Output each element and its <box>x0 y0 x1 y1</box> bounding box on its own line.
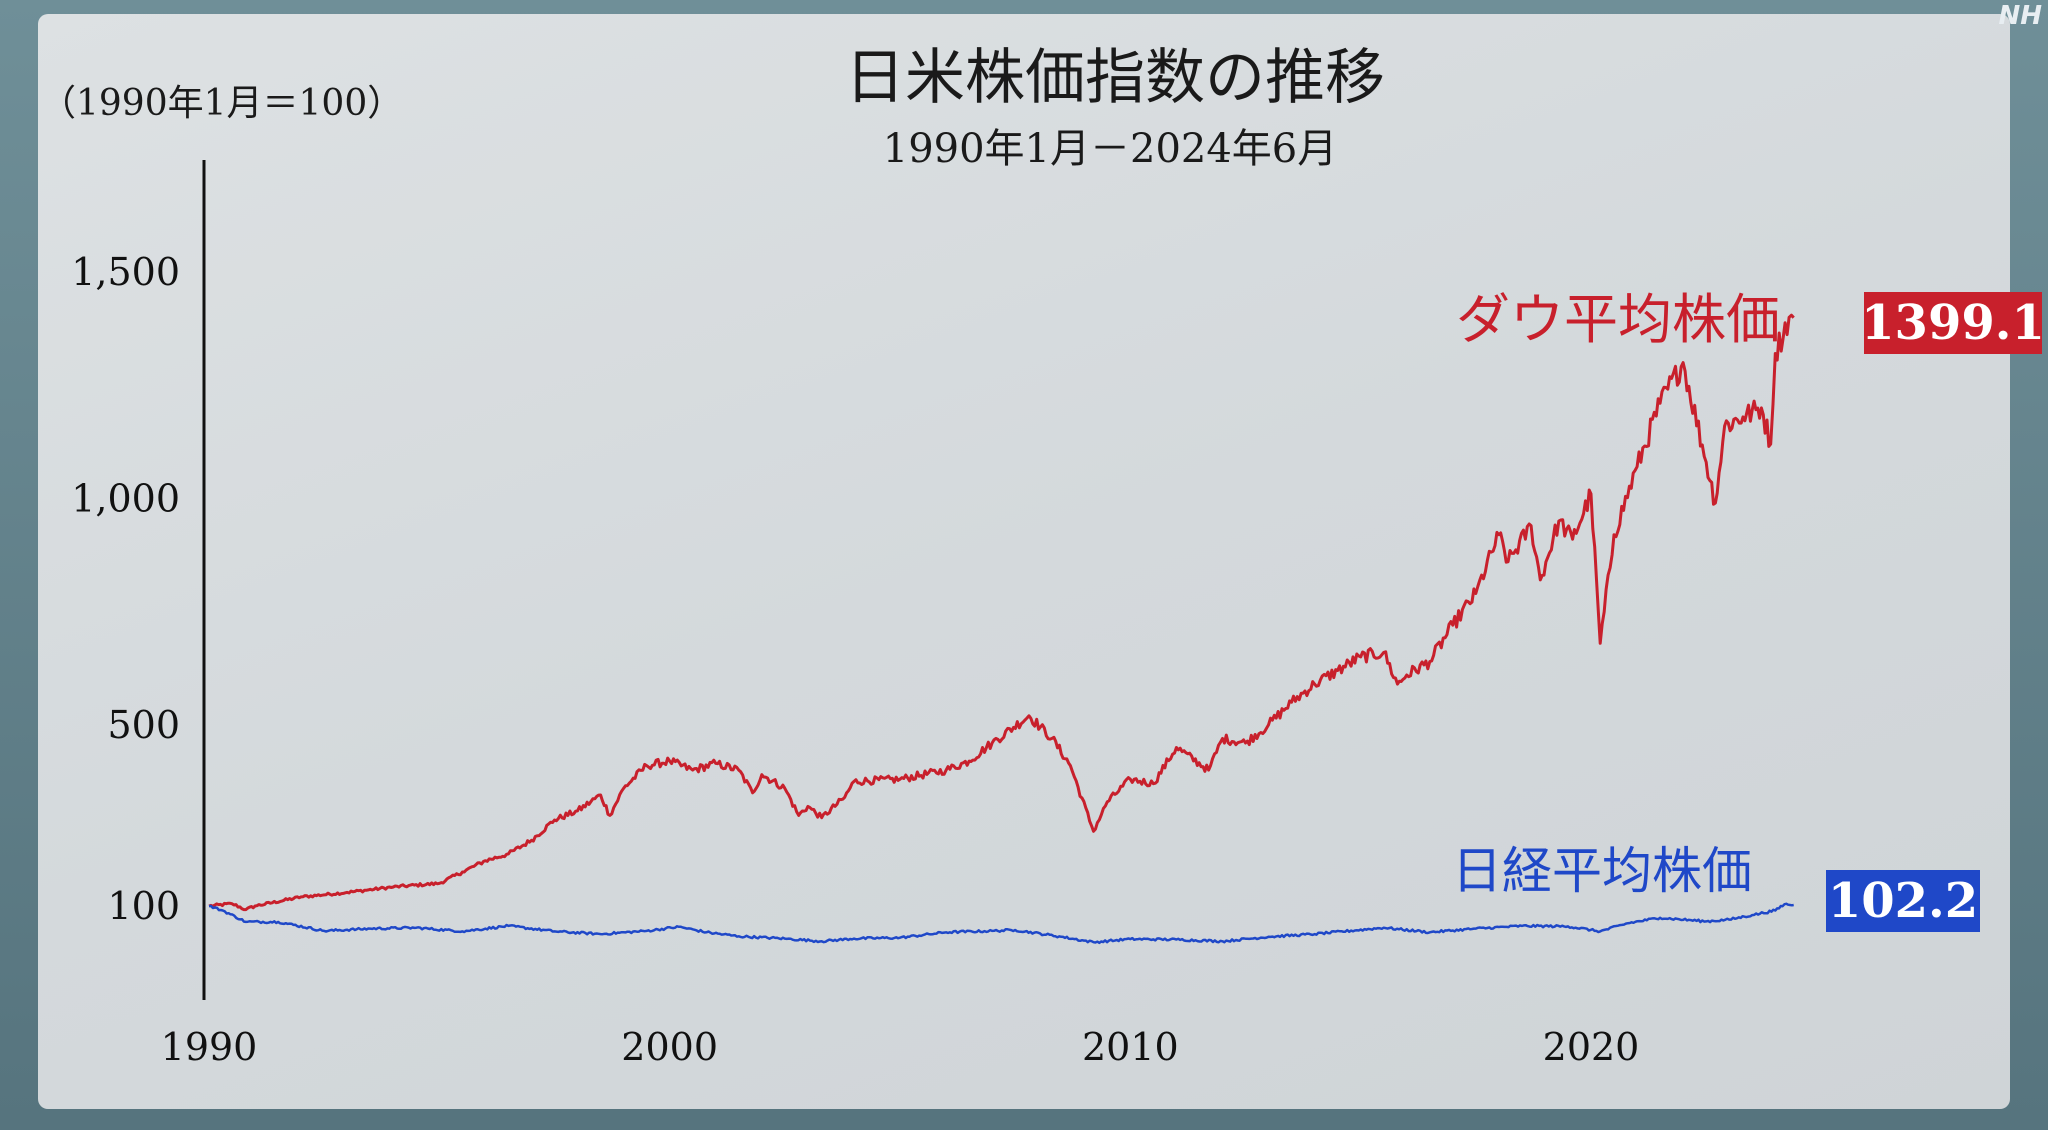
y-tick-label: 1,500 <box>71 250 180 294</box>
series-labels: ダウ平均株価 1399.1 日経平均株価 102.2 <box>1452 288 2045 932</box>
chart-title: 日米株価指数の推移 <box>845 43 1385 113</box>
x-tick-label: 2020 <box>1543 1025 1640 1069</box>
dow-series-name: ダウ平均株価 <box>1456 288 1780 351</box>
corner-mark: NH <box>1998 1 2042 31</box>
x-tick-label: 1990 <box>161 1025 258 1069</box>
chart-subtitle: 1990年1月－2024年6月 <box>883 126 1338 172</box>
nikkei-end-value-badge <box>1826 870 1980 932</box>
y-axis-unit-label: （1990年1月＝100） <box>40 83 403 124</box>
y-tick-label: 1,000 <box>71 476 180 520</box>
x-tick-label: 2000 <box>621 1025 718 1069</box>
nikkei-end-value: 102.2 <box>1828 873 1978 929</box>
dow-end-value: 1399.1 <box>1861 295 2045 351</box>
y-tick-label: 100 <box>107 884 180 928</box>
dow-end-value-badge <box>1864 292 2042 354</box>
chart-panel <box>38 14 2010 1109</box>
dow-series-line <box>208 313 1795 912</box>
x-axis-ticks: 1990 2000 2010 2020 <box>161 1025 1640 1069</box>
series-lines <box>208 313 1795 945</box>
y-tick-label: 500 <box>107 703 180 747</box>
y-axis-ticks: 100 500 1,000 1,500 <box>71 250 180 928</box>
nikkei-series-name: 日経平均株価 <box>1452 842 1752 900</box>
x-tick-label: 2010 <box>1082 1025 1179 1069</box>
nikkei-series-line <box>209 902 1794 945</box>
